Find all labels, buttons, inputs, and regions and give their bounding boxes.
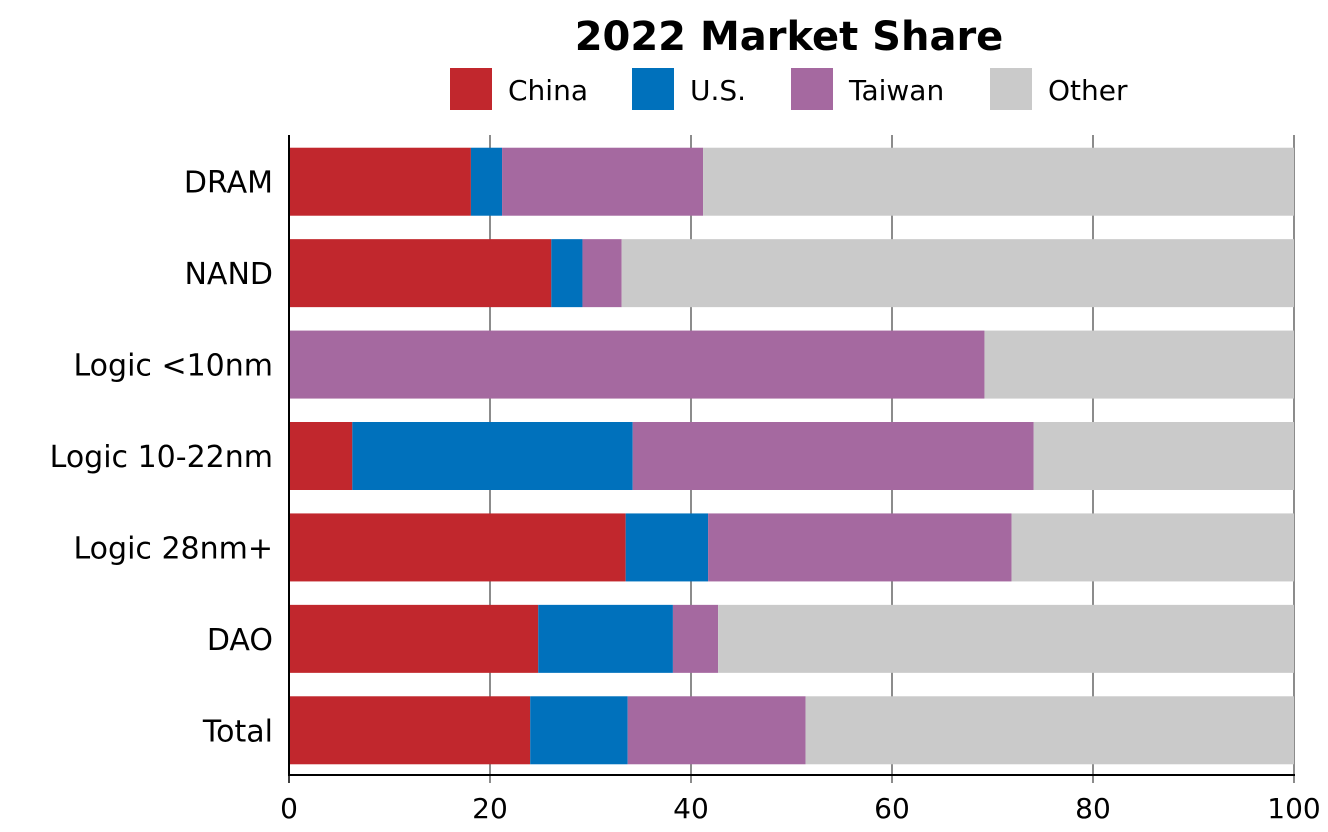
bar-other	[984, 330, 1294, 399]
bar-us	[538, 604, 673, 673]
bar-other	[1033, 422, 1294, 490]
category-label: Logic <10nm	[74, 349, 274, 384]
bar-taiwan	[627, 696, 806, 765]
bar-other	[621, 239, 1294, 308]
x-tick-label: 60	[874, 792, 910, 825]
bar-china	[289, 422, 353, 490]
bar-taiwan	[672, 604, 719, 673]
x-tick-label: 0	[280, 792, 298, 825]
legend-swatch	[990, 68, 1032, 110]
bar-china	[289, 239, 552, 308]
bar-taiwan	[289, 330, 985, 399]
bar-other	[718, 604, 1294, 673]
category-label: Logic 28nm+	[74, 531, 274, 566]
bar-china	[289, 696, 531, 765]
bar-other	[1011, 513, 1294, 582]
category-label: DAO	[207, 623, 273, 658]
chart-title: 2022 Market Share	[575, 14, 1004, 60]
bar-taiwan	[582, 239, 622, 308]
bar-us	[551, 239, 583, 308]
bar-us	[530, 696, 628, 765]
x-tick-label: 100	[1267, 792, 1320, 825]
bar-us	[352, 422, 633, 490]
legend: China U.S. Taiwan Other	[450, 68, 1128, 110]
category-label: DRAM	[184, 166, 273, 201]
bars	[289, 147, 1294, 765]
category-label: Total	[202, 714, 273, 749]
bar-china	[289, 604, 539, 673]
x-tick-label: 80	[1075, 792, 1111, 825]
x-tick-label: 20	[472, 792, 508, 825]
category-label: Logic 10-22nm	[50, 440, 273, 475]
legend-swatch	[450, 68, 492, 110]
legend-label: Other	[1048, 74, 1128, 107]
y-axis-labels: DRAM NAND Logic <10nm Logic 10-22nm Logic 28…	[50, 166, 273, 750]
bar-china	[289, 147, 471, 216]
bar-taiwan	[502, 147, 704, 216]
legend-swatch	[791, 68, 833, 110]
x-tick-label: 40	[673, 792, 709, 825]
bar-us	[625, 513, 709, 582]
bar-other	[703, 147, 1294, 216]
legend-label: China	[508, 74, 588, 107]
legend-swatch	[632, 68, 674, 110]
legend-label: Taiwan	[848, 74, 944, 107]
legend-label: U.S.	[690, 74, 746, 107]
bar-us	[470, 147, 503, 216]
bar-taiwan	[708, 513, 1012, 582]
bar-taiwan	[632, 422, 1034, 490]
bar-china	[289, 513, 626, 582]
category-label: NAND	[184, 257, 273, 292]
bar-other	[805, 696, 1294, 765]
x-axis-labels: 0 20 40 60 80 100	[280, 792, 1321, 825]
